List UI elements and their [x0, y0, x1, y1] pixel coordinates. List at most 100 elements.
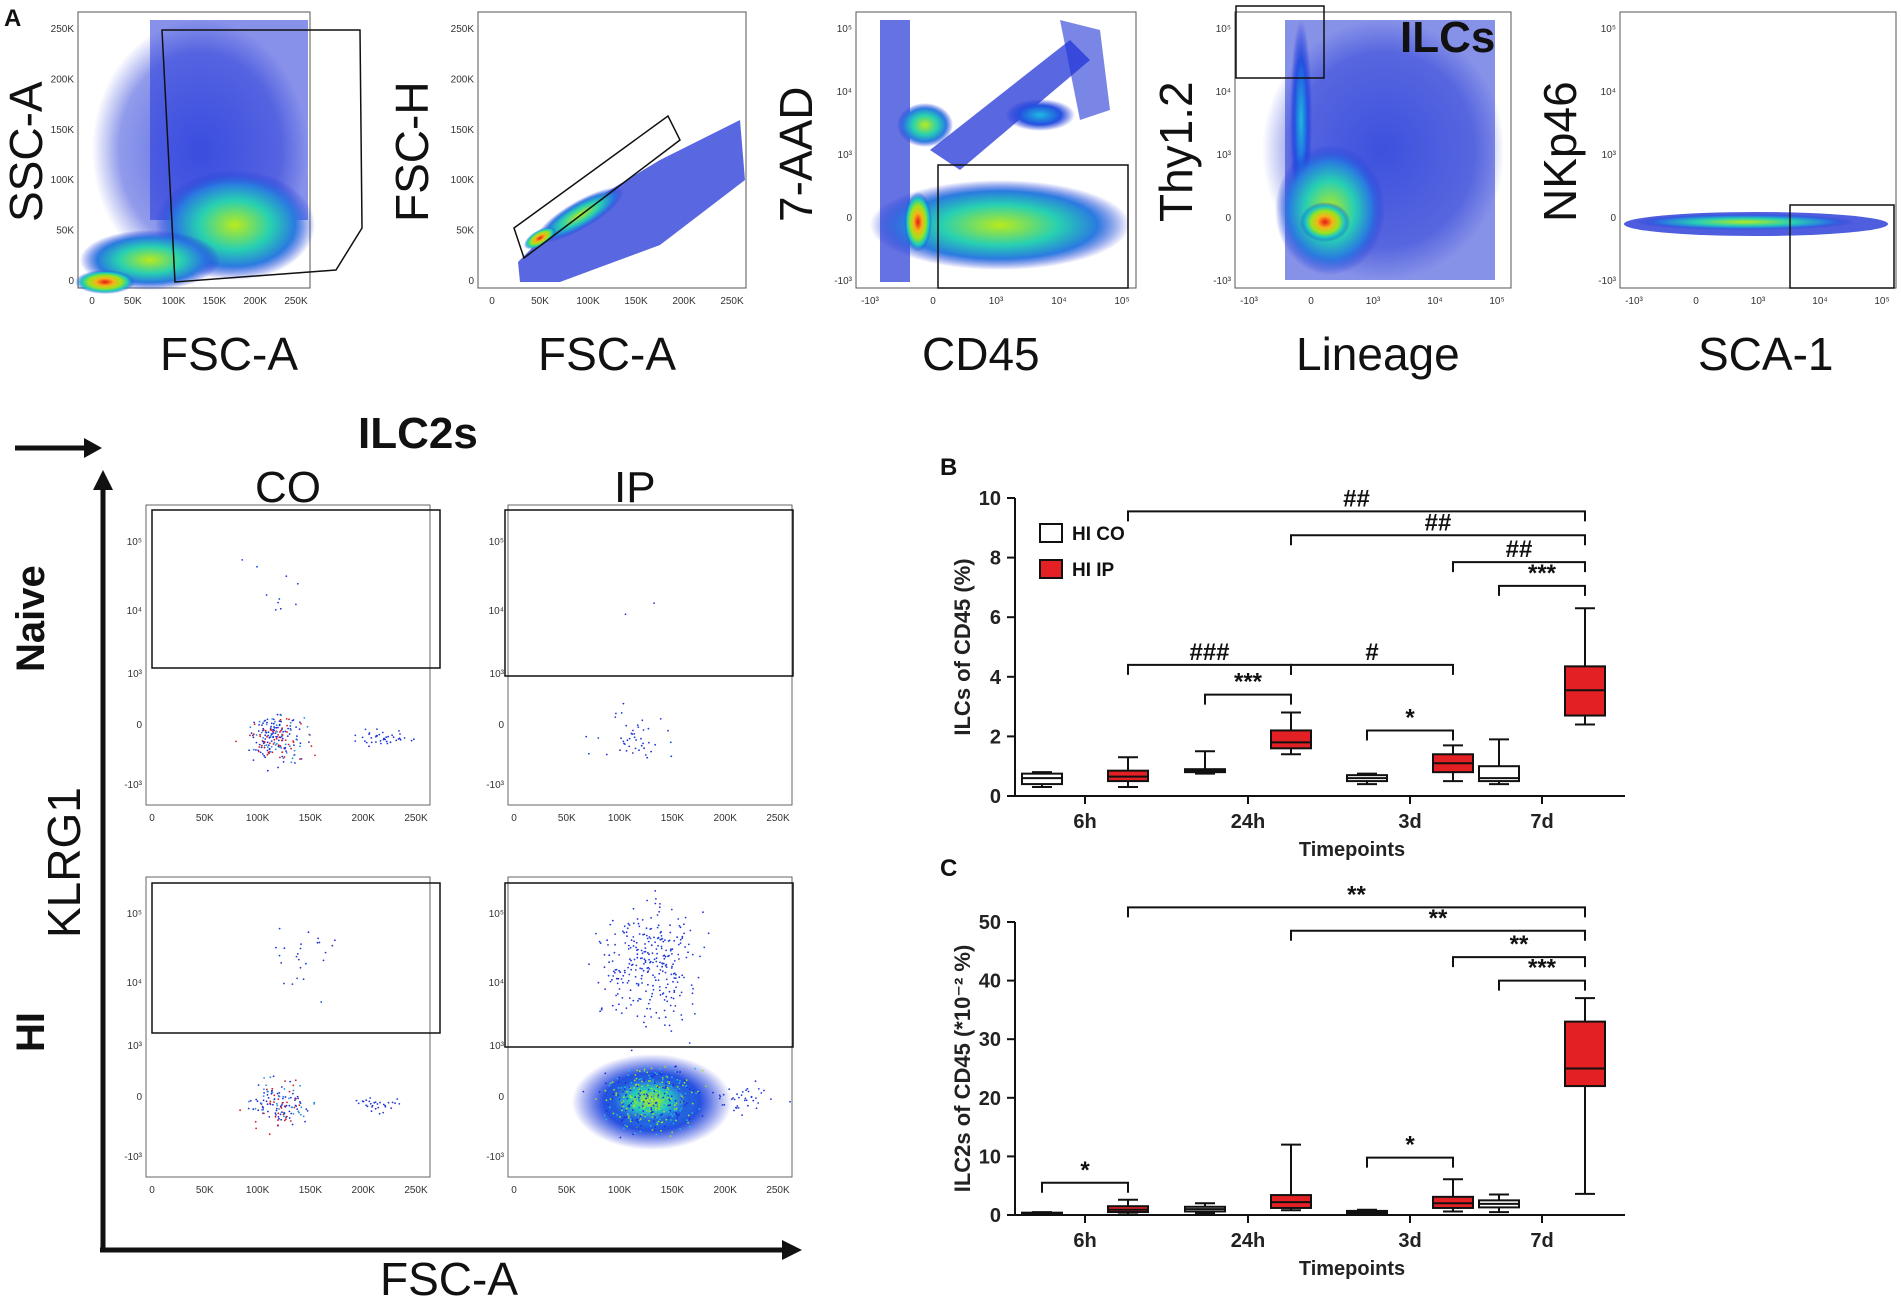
- event-dot: [622, 930, 624, 933]
- event-dot: [265, 731, 268, 734]
- event-dot: [641, 1102, 644, 1105]
- event-dot: [265, 594, 268, 596]
- event-dot: [683, 1081, 686, 1084]
- event-dot: [623, 925, 626, 928]
- event-dot: [635, 964, 638, 967]
- event-dot: [625, 750, 628, 752]
- event-dot: [632, 999, 635, 1002]
- event-dot: [721, 1104, 724, 1106]
- event-dot: [399, 738, 402, 741]
- event-dot: [647, 1002, 650, 1005]
- significance-bracket: [1366, 1156, 1454, 1168]
- event-dot: [297, 1097, 299, 1100]
- event-dot: [697, 1090, 699, 1093]
- event-dot: [399, 733, 401, 735]
- event-dot: [278, 954, 281, 957]
- event-dot: [266, 749, 269, 752]
- event-dot: [669, 1091, 672, 1094]
- event-dot: [679, 1093, 682, 1096]
- y-tick-label: -10³: [1598, 276, 1616, 287]
- x-tick-label: 0: [489, 296, 495, 307]
- significance-bracket: [1127, 510, 1586, 522]
- event-dot: [663, 999, 666, 1001]
- event-dot: [733, 1098, 736, 1101]
- event-dot: [410, 739, 413, 742]
- event-dot: [278, 746, 281, 748]
- event-dot: [649, 1099, 652, 1102]
- event-dot: [597, 737, 600, 739]
- event-dot: [640, 1112, 643, 1114]
- event-dot: [292, 1092, 294, 1095]
- event-dot: [603, 953, 606, 956]
- event-dot: [291, 757, 294, 760]
- event-dot: [659, 961, 661, 964]
- event-dot: [649, 928, 652, 930]
- ilcs-overlay-label: ILCs: [1400, 13, 1495, 62]
- event-dot: [639, 1090, 642, 1092]
- event-dot: [316, 941, 319, 944]
- event-dot: [582, 1090, 585, 1093]
- event-dot: [662, 940, 665, 943]
- event-dot: [658, 989, 661, 992]
- event-dot: [625, 1007, 628, 1009]
- event-dot: [645, 1025, 647, 1028]
- event-dot: [267, 1090, 269, 1093]
- event-dot: [649, 1104, 652, 1107]
- event-dot: [752, 1099, 755, 1102]
- event-dot: [658, 1086, 661, 1088]
- event-dot: [630, 959, 632, 962]
- event-dot: [656, 1086, 659, 1088]
- event-dot: [643, 1021, 645, 1024]
- event-dot: [634, 1096, 637, 1098]
- y-tick-label: 0: [498, 720, 504, 731]
- event-dot: [630, 964, 633, 966]
- flow-plot-thy12-lineage: ILCs Thy1.2 Lineage: [1150, 5, 1512, 380]
- event-dot: [397, 738, 400, 740]
- y-tick-label: 10⁴: [1216, 87, 1231, 98]
- event-dot: [648, 958, 650, 961]
- event-dot: [627, 979, 630, 982]
- event-dot: [645, 1106, 648, 1109]
- event-dot: [655, 1011, 658, 1014]
- event-dot: [611, 919, 614, 922]
- event-dot: [305, 1108, 308, 1110]
- event-dot: [277, 726, 279, 729]
- col-label-co: CO: [255, 463, 321, 512]
- event-dot: [635, 739, 637, 741]
- y-tick-label: -10³: [124, 780, 142, 791]
- event-dot: [655, 1097, 658, 1100]
- event-dot: [370, 1110, 373, 1113]
- event-dot: [692, 987, 694, 990]
- event-dot: [313, 1101, 316, 1104]
- event-dot: [654, 979, 657, 982]
- event-dot: [691, 992, 694, 995]
- legend-label: HI CO: [1072, 524, 1125, 545]
- y-tick-label: 0: [136, 1092, 142, 1103]
- event-dot: [285, 750, 287, 752]
- event-dot: [648, 953, 650, 956]
- event-dot: [661, 1113, 664, 1116]
- event-dot: [678, 1088, 681, 1090]
- event-dot: [684, 1104, 686, 1106]
- event-dot: [384, 738, 387, 741]
- event-dot: [650, 750, 652, 753]
- event-dot: [645, 1065, 647, 1068]
- event-dot: [382, 1103, 385, 1106]
- event-dot: [285, 752, 288, 754]
- event-dot: [688, 1118, 691, 1120]
- event-dot: [286, 735, 289, 737]
- event-dot: [631, 1109, 634, 1111]
- event-dot: [588, 963, 590, 966]
- event-dot: [670, 1113, 673, 1116]
- event-dot: [728, 1088, 731, 1091]
- event-dot: [675, 986, 677, 989]
- event-dot: [662, 955, 665, 957]
- legend-label: HI IP: [1072, 560, 1115, 581]
- event-dot: [625, 1107, 628, 1110]
- significance-bracket: [1290, 929, 1586, 941]
- x-axis-label: FSC-A: [538, 328, 676, 380]
- event-dot: [667, 1096, 669, 1099]
- event-dot: [652, 1095, 655, 1098]
- event-dot: [331, 944, 334, 947]
- x-tick-label: 100K: [246, 813, 270, 824]
